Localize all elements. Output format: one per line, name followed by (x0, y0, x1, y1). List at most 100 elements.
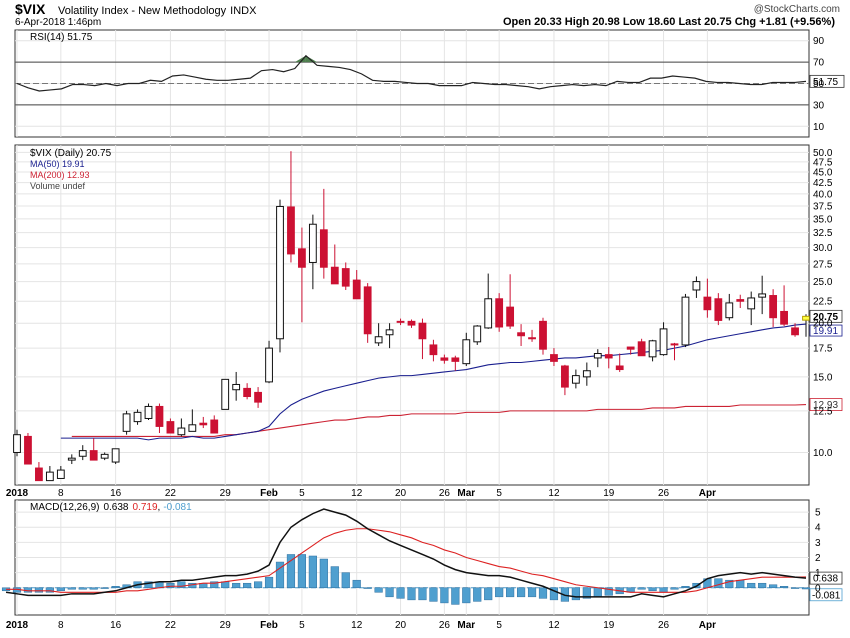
hist-last-label: -0.081 (812, 590, 841, 601)
candle-body (56, 469, 65, 479)
candle-body (341, 268, 350, 287)
macd-histogram-bar (604, 587, 613, 596)
candle-body (265, 347, 273, 383)
candle-body (451, 357, 460, 362)
macd-histogram-bar (177, 581, 186, 589)
macd-last-label: 0.638 (813, 574, 838, 585)
price-tick-label: 25.0 (813, 277, 833, 288)
x-tick-label-price: 26 (439, 488, 451, 499)
candle-body (352, 279, 361, 300)
rsi-tick-label: 90 (813, 36, 825, 47)
macd-layer: 0.638 -0.081 (1, 508, 843, 605)
macd-histogram-bar (363, 587, 372, 589)
candle-body (802, 315, 810, 321)
macd-histogram-bar (725, 579, 734, 589)
x-tick-label-price: 5 (299, 488, 305, 499)
macd-histogram-bar (78, 587, 87, 590)
candle-body (144, 405, 153, 419)
candle-body (221, 378, 230, 410)
macd-histogram-bar (516, 587, 526, 598)
volume-legend: Volume undef (30, 181, 86, 191)
candle-body (418, 322, 427, 340)
x-tick-label-price: 12 (351, 488, 363, 499)
price-layer: 20.75 19.91 12.93 (13, 151, 843, 482)
candle-body (199, 422, 208, 426)
candle-body (758, 293, 767, 298)
ohlc-summary: Open 20.33 High 20.98 Low 18.60 Last 20.… (503, 16, 835, 28)
x-tick-label-price: 8 (58, 488, 64, 499)
price-last-label: 20.75 (813, 312, 838, 323)
candle-body (133, 411, 142, 423)
macd-histogram-bar (440, 587, 449, 604)
macd-histogram-bar (385, 587, 394, 598)
macd-histogram-bar (45, 587, 54, 593)
x-tick-label-price: 19 (603, 488, 615, 499)
x-tick-label-macd: 8 (58, 620, 64, 631)
price-tick-label: 12.5 (813, 406, 833, 417)
macd-histogram-bar (374, 587, 383, 593)
price-tick-label: 22.5 (813, 297, 833, 308)
candle-body (495, 298, 504, 328)
macd-histogram-bar (319, 558, 328, 589)
macd-line (5, 508, 807, 598)
x-tick-label-price: 5 (496, 488, 502, 499)
candle-body (111, 448, 120, 463)
macd-last-badge (809, 571, 843, 585)
x-tick-label-macd: 26 (439, 620, 451, 631)
x-tick-label-price: 26 (658, 488, 670, 499)
candle-body (89, 450, 98, 461)
candle-body (155, 405, 164, 427)
candle-body (725, 302, 734, 319)
macd-histogram-bar (506, 587, 515, 598)
macd-histogram-bar (34, 587, 44, 593)
macd-histogram-bar (100, 587, 109, 589)
candle-body (791, 327, 799, 336)
macd-histogram-bar (144, 581, 153, 589)
macd-histogram-bar (451, 587, 460, 605)
ma50-last-badge (809, 324, 843, 337)
candle-body (287, 206, 295, 255)
price-last-badge (809, 309, 843, 323)
rsi-tick-label: 50 (813, 79, 825, 90)
candle-body (385, 329, 394, 336)
ma50-last-label: 19.91 (813, 326, 838, 337)
macd-histogram-bar (527, 587, 537, 598)
candle-body (615, 365, 624, 371)
macd-histogram-bar (166, 582, 175, 589)
macd-histogram-bar (67, 587, 76, 590)
exchange-code: INDX (230, 5, 257, 17)
candle-body (166, 421, 175, 434)
candle-body (298, 248, 306, 268)
candle-body (177, 427, 186, 436)
macd-histogram-bar (341, 572, 350, 589)
price-tick-label: 37.5 (813, 201, 833, 212)
hist-legend-value: -0.081 (163, 502, 192, 513)
x-tick-label-macd: 5 (299, 620, 305, 631)
axis-layer: 2018201888161622222929FebFeb551212202026… (6, 36, 833, 631)
macd-histogram-bar (648, 587, 657, 592)
rsi-tick-label: 10 (813, 122, 825, 133)
macd-tick-label: 2 (815, 553, 821, 564)
macd-histogram-bar (736, 579, 745, 589)
candle-body (374, 336, 383, 344)
datetime: 6-Apr-2018 1:46pm (15, 17, 101, 28)
candle-body (330, 266, 339, 285)
candle-body (769, 295, 778, 319)
candle-body (593, 353, 602, 359)
instrument-description: Volatility Index - New Methodology (58, 5, 227, 17)
instrument-name: Volatility Index - New Methodology INDX (58, 5, 257, 17)
x-tick-label-price: Feb (260, 488, 278, 499)
candle-body (319, 229, 328, 268)
macd-tick-label: 5 (815, 508, 821, 519)
candle-body (122, 413, 131, 432)
candle-body (484, 298, 493, 329)
x-tick-label-price: Mar (457, 488, 475, 499)
macd-histogram-bar (275, 561, 285, 589)
macd-tick-label: 4 (815, 523, 821, 534)
x-tick-label-macd: 20 (395, 620, 407, 631)
macd-tick-label: 3 (815, 538, 821, 549)
candle-body (13, 434, 21, 453)
ma50-line (60, 323, 807, 441)
candle-body (243, 387, 252, 398)
candle-body (407, 320, 416, 326)
